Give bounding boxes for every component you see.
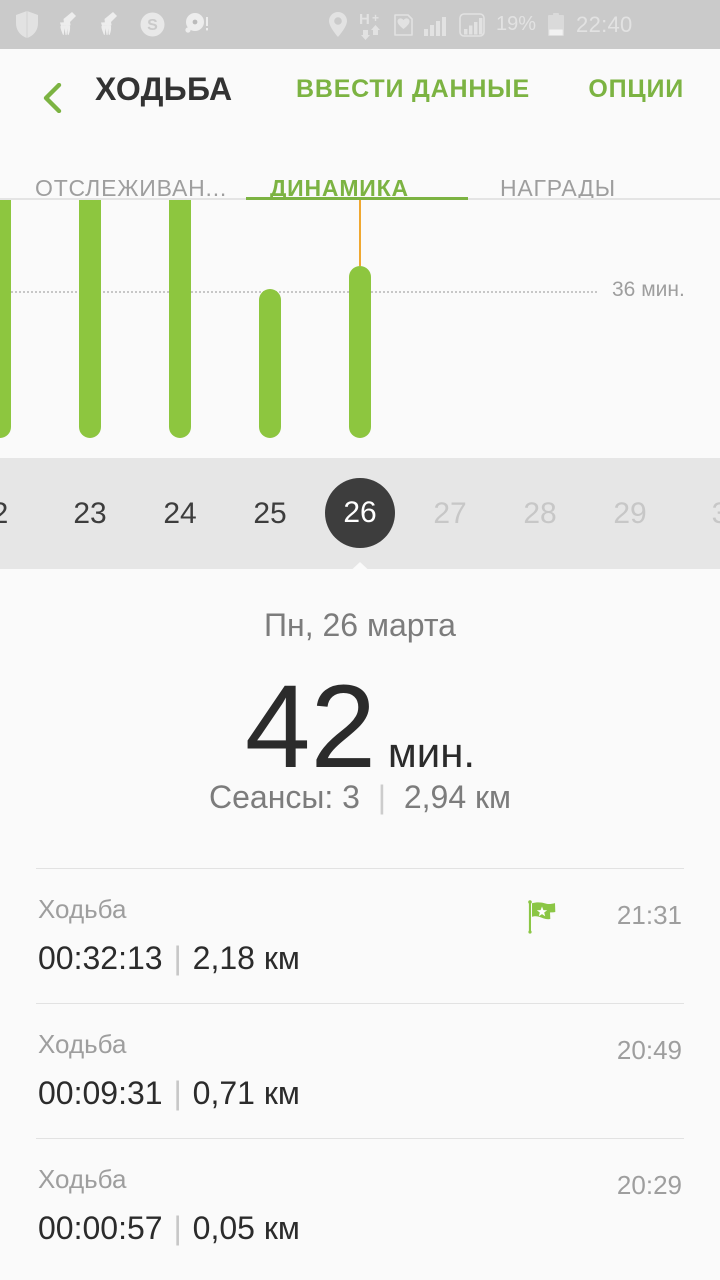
- svg-text:H: H: [359, 11, 370, 28]
- svg-text:S: S: [147, 17, 158, 34]
- svg-text:+: +: [372, 11, 379, 25]
